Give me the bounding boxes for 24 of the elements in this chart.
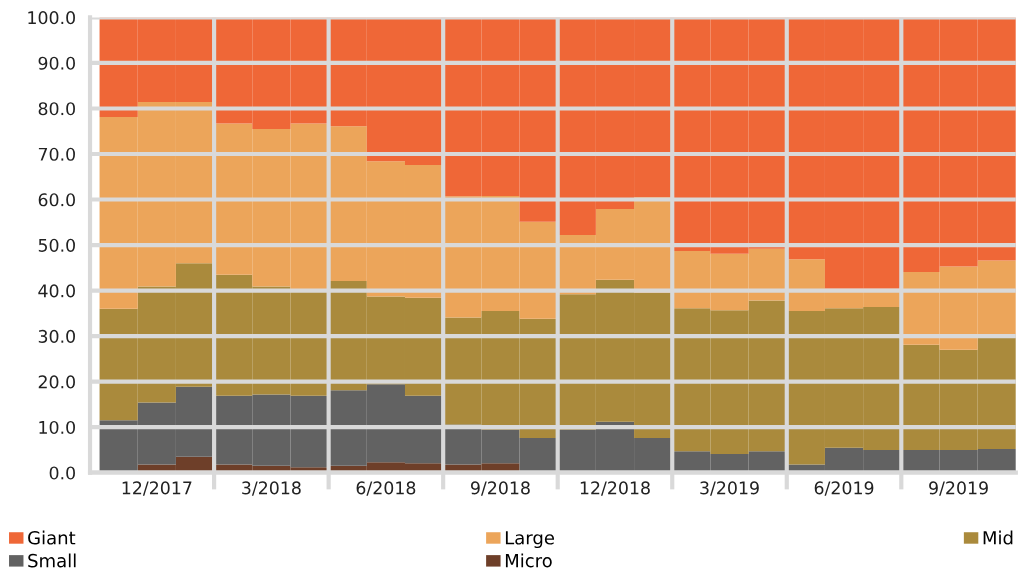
x-tick-label: 12/2017 — [122, 481, 192, 496]
x-tick-label: 6/2019 — [814, 481, 874, 496]
legend-label: Small — [28, 553, 76, 568]
x-tick-label: 9/2019 — [929, 481, 988, 496]
y-tick-label: 60.0 — [38, 193, 75, 207]
x-tick-label: 6/2018 — [356, 481, 416, 496]
y-tick-label: 40.0 — [38, 284, 75, 298]
y-tick-label: 50.0 — [38, 238, 75, 252]
x-tick-label: 12/2018 — [580, 481, 650, 496]
y-tick-label: 30.0 — [38, 329, 75, 343]
legend-label: Micro — [505, 553, 552, 568]
y-tick-label: 80.0 — [38, 102, 75, 116]
y-tick-label: 20.0 — [38, 375, 75, 389]
y-tick-label: 10.0 — [39, 420, 75, 435]
x-tick-label: 9/2018 — [470, 481, 530, 496]
legend-label: Mid — [983, 530, 1013, 545]
x-tick-label: 3/2019 — [700, 481, 759, 496]
x-tick-label: 3/2018 — [242, 481, 301, 496]
y-tick-label: 90.0 — [38, 56, 75, 70]
y-tick-label: 100.0 — [28, 11, 75, 25]
y-tick-label: 0.0 — [49, 466, 75, 480]
legend-label: Large — [505, 531, 555, 549]
legend-label: Giant — [28, 530, 76, 545]
y-tick-label: 70.0 — [38, 147, 75, 161]
